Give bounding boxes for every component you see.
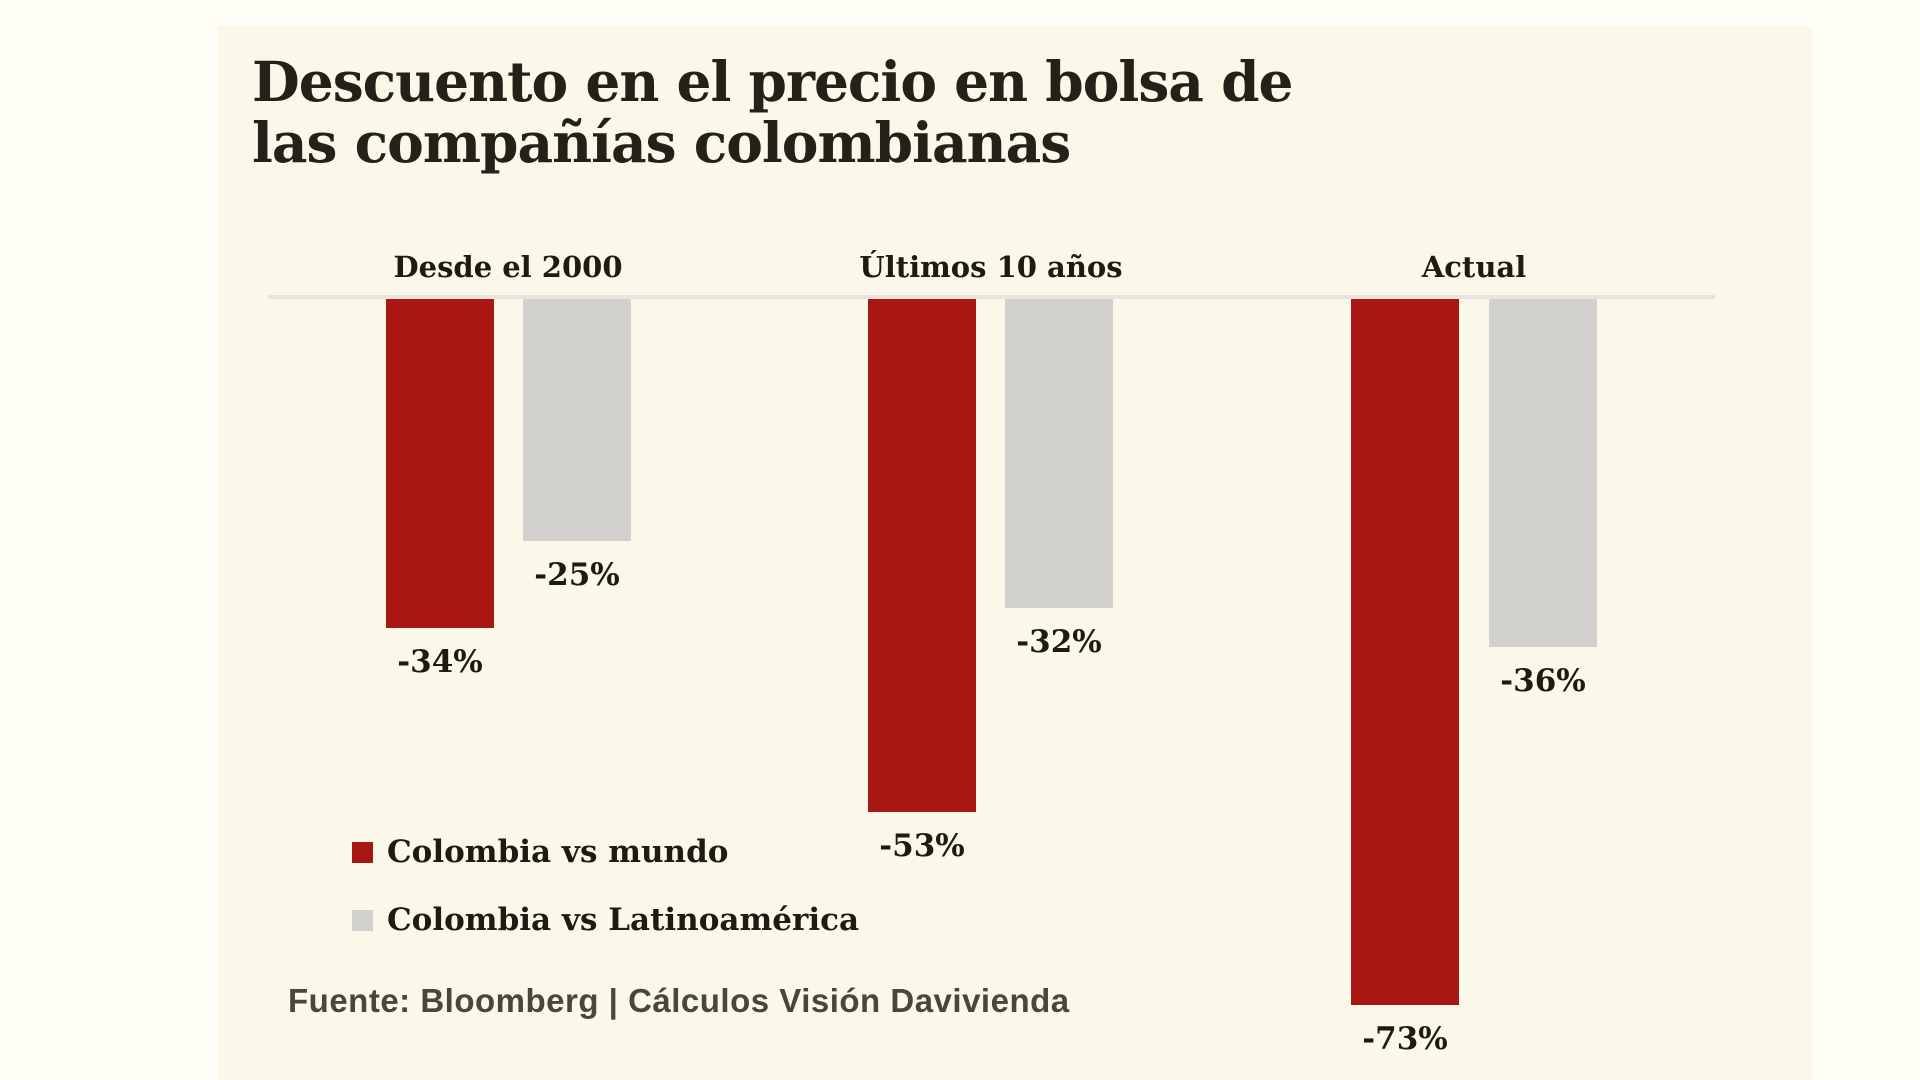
legend-item-colombia-vs-mundo: Colombia vs mundo [352, 834, 859, 870]
bar-mundo [1351, 299, 1459, 1005]
value-label: -36% [1500, 663, 1586, 699]
chart-baseline-axis [268, 295, 1715, 299]
bar-latinoamerica [523, 299, 631, 541]
page-title-line2: las compañías colombianas [252, 109, 1071, 175]
category-label: Desde el 2000 [393, 250, 623, 284]
legend-label: Colombia vs Latinoamérica [387, 902, 860, 938]
value-label: -34% [397, 644, 483, 680]
legend-label: Colombia vs mundo [387, 834, 729, 870]
bar-latinoamerica [1489, 299, 1597, 647]
value-label: -32% [1016, 624, 1102, 660]
legend-swatch-gray [352, 910, 373, 931]
value-label: -53% [879, 828, 965, 864]
source-attribution: Fuente: Bloomberg | Cálculos Visión Davi… [288, 982, 1070, 1019]
legend-item-colombia-vs-latinoamerica: Colombia vs Latinoamérica [352, 902, 860, 938]
page-title: Descuento en el precio en bolsa de las c… [252, 49, 1452, 175]
value-label: -25% [534, 557, 620, 593]
category-label: Actual [1421, 250, 1527, 284]
value-label: -73% [1362, 1021, 1448, 1057]
category-label: Últimos 10 años [859, 250, 1123, 284]
legend-swatch-red [352, 842, 373, 863]
bar-latinoamerica [1005, 299, 1113, 608]
bar-mundo [386, 299, 494, 628]
page-title-line1: Descuento en el precio en bolsa de [252, 49, 1294, 114]
bar-mundo [868, 299, 976, 812]
chart-legend: Colombia vs mundo Colombia vs Latinoamér… [352, 834, 860, 978]
